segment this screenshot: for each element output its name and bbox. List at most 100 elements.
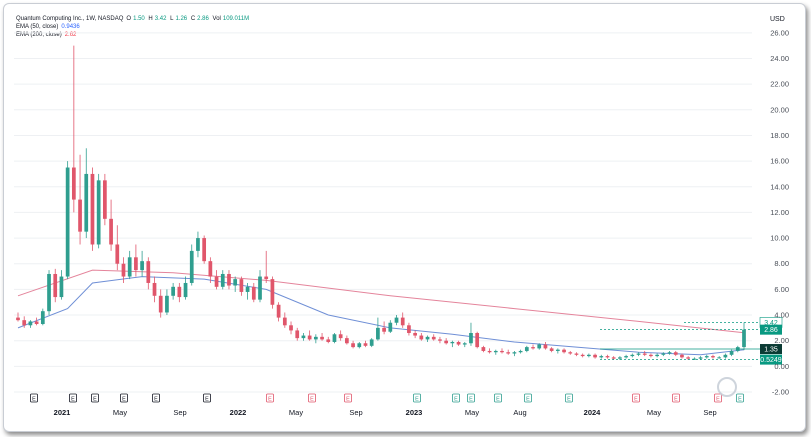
candle	[28, 320, 33, 328]
x-tick-label: May	[289, 408, 303, 417]
candle	[363, 340, 368, 348]
candle-body	[71, 167, 76, 200]
candle-body	[388, 322, 393, 332]
watermark-logo	[717, 376, 739, 397]
open-key: O	[126, 16, 132, 22]
candle	[407, 322, 411, 336]
earnings-marker: E	[714, 393, 722, 403]
candle-body	[65, 167, 70, 277]
candle-body	[289, 325, 293, 331]
candle-body	[264, 276, 269, 280]
candle-body	[338, 334, 343, 339]
earnings-marker-label: E	[154, 397, 158, 403]
candle	[103, 173, 107, 226]
candle	[320, 332, 324, 341]
candle-body	[493, 350, 498, 353]
candle-body	[121, 263, 126, 277]
x-tick-label: Sep	[349, 408, 362, 417]
ema50-value: 0.9436	[61, 24, 80, 30]
candle	[345, 335, 349, 345]
candle	[295, 327, 300, 341]
x-tick-label: Sep	[703, 408, 716, 417]
candle	[661, 352, 666, 357]
candle-body	[140, 261, 144, 271]
candle	[208, 257, 213, 283]
earnings-marker-box	[736, 393, 744, 403]
candle	[338, 330, 343, 341]
earnings-marker: E	[524, 393, 532, 403]
candle	[636, 352, 641, 357]
candle	[282, 312, 287, 328]
candle-body	[574, 353, 579, 355]
candle	[729, 349, 734, 357]
earnings-marker-label: E	[634, 397, 638, 403]
candle	[692, 357, 697, 360]
currency-label[interactable]: USD	[770, 16, 785, 23]
candle-body	[605, 356, 610, 358]
candle	[146, 257, 151, 290]
candle	[357, 341, 362, 349]
candle-body	[543, 344, 548, 349]
candle-body	[462, 343, 467, 345]
ema200-row[interactable]: EMA (200, close) 2.62	[16, 31, 251, 39]
candle	[189, 244, 194, 286]
y-tick-label: 8.00	[774, 259, 789, 268]
candle-body	[351, 343, 355, 348]
candle	[220, 270, 225, 290]
candle	[84, 148, 89, 239]
candle	[289, 321, 293, 335]
candle-body	[624, 356, 628, 358]
y-tick-label: 14.00	[770, 182, 789, 191]
candle-body	[47, 273, 51, 312]
ema50-row[interactable]: EMA (50, close) 0.9436	[16, 23, 251, 31]
open-value: 1.50	[133, 16, 145, 22]
earnings-marker-label: E	[469, 397, 473, 403]
candle-body	[549, 348, 554, 351]
earnings-marker-box	[344, 393, 352, 403]
candle	[717, 356, 722, 359]
earnings-marker: E	[152, 393, 160, 403]
earnings-marker-label: E	[205, 397, 209, 403]
candle-body	[177, 286, 182, 298]
candle	[587, 353, 591, 358]
x-tick-label: 2024	[584, 408, 602, 417]
candle-body	[742, 329, 746, 348]
earnings-marker-box	[91, 393, 99, 403]
x-tick-label: 2023	[406, 408, 423, 417]
candle	[121, 257, 126, 283]
candle-body	[667, 352, 672, 354]
candle-body	[295, 330, 300, 339]
earnings-marker-label: E	[454, 397, 458, 403]
x-axis[interactable]: 2021 May Sep 2022 May Sep 2023 May Aug 2024 May Sep	[54, 408, 717, 417]
grid-lines	[14, 32, 752, 393]
candle	[90, 167, 95, 251]
ema200-path	[17, 269, 745, 334]
ohlc-values: O 1.50 H 3.42 L 1.26 C 2.86 Vol 109.011M	[126, 15, 251, 23]
candle-body	[320, 336, 324, 340]
candle	[376, 317, 380, 341]
close-value: 2.86	[197, 16, 209, 22]
candle	[47, 270, 51, 316]
y-tick-label: 0.00	[774, 362, 789, 371]
candle	[518, 349, 523, 354]
candle-body	[251, 286, 256, 300]
y-axis[interactable]: 26.00 24.00 22.00 20.00 18.00 16.00 14.00 12.00…	[770, 28, 789, 396]
candle-body	[587, 354, 591, 357]
candle	[723, 353, 728, 359]
candle-body	[673, 352, 678, 355]
candle-body	[537, 344, 542, 349]
y-tick-label: 18.00	[770, 131, 789, 140]
ema50-line	[17, 276, 745, 356]
candle	[65, 161, 70, 280]
earnings-marker-box	[494, 393, 502, 403]
candle	[493, 349, 498, 355]
candle-body	[531, 347, 535, 349]
x-tick-label: May	[465, 408, 479, 417]
candle	[258, 270, 262, 303]
candle	[630, 353, 635, 358]
candle	[388, 320, 393, 333]
price-tag-label: 2.86	[764, 327, 778, 334]
earnings-marker-box	[565, 393, 573, 403]
